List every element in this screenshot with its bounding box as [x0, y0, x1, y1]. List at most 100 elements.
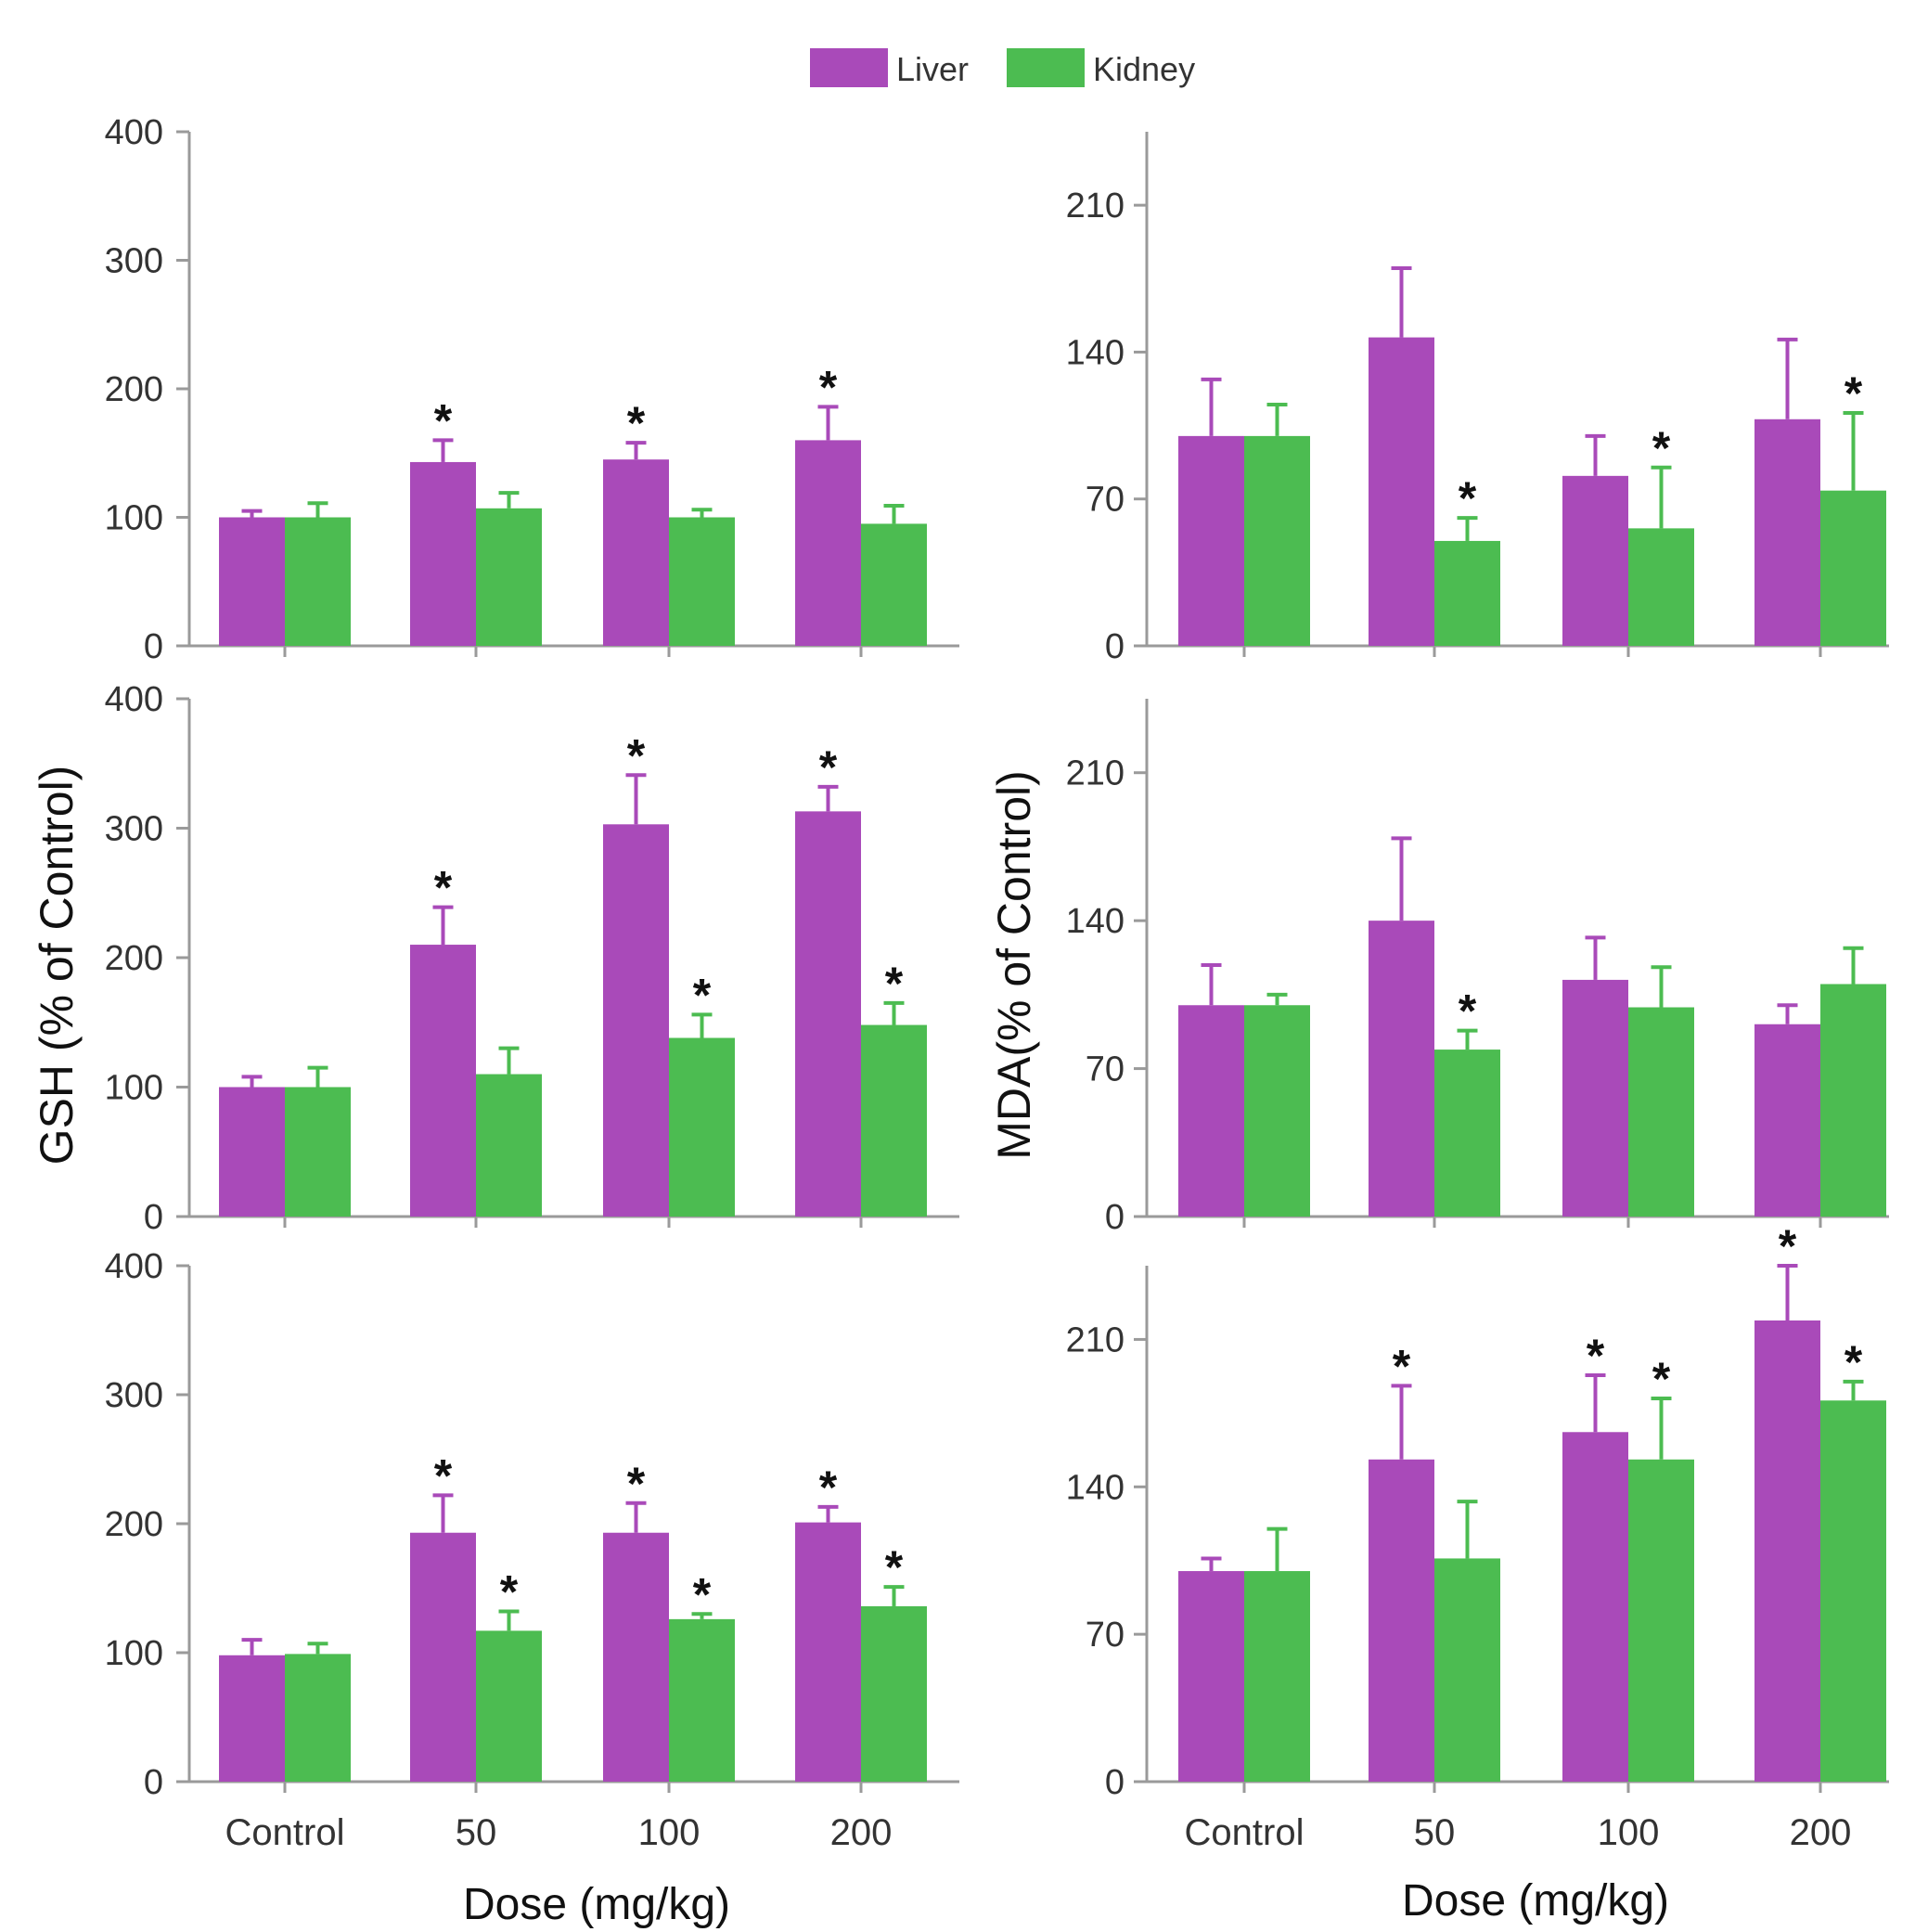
y-tick-label: 0 [1105, 627, 1125, 666]
y-tick-label: 400 [105, 113, 163, 152]
y-tick-label: 0 [1105, 1198, 1125, 1237]
significance-marker: * [1844, 367, 1863, 419]
bar-kidney [669, 1618, 735, 1782]
bar-kidney [861, 1024, 927, 1217]
y-tick-label: 300 [105, 242, 163, 281]
bar-kidney [1628, 1007, 1694, 1217]
bar-kidney [476, 1074, 542, 1217]
x-tick-label: 100 [1598, 1812, 1660, 1853]
y-tick-label: 100 [105, 1634, 163, 1673]
x-tick-label: Control [1185, 1812, 1305, 1853]
y-tick-label: 200 [105, 370, 163, 409]
legend: Liver Kidney [810, 48, 1195, 88]
significance-marker: * [1652, 422, 1671, 474]
bar-kidney [1434, 1050, 1500, 1217]
y-tick-label: 210 [1066, 754, 1125, 793]
y-tick-label: 0 [1105, 1763, 1125, 1802]
significance-marker: * [819, 1462, 838, 1513]
bar-liver [1369, 337, 1434, 646]
bar-liver [410, 461, 476, 646]
y-tick-label: 200 [105, 1505, 163, 1544]
chart-panel-right-3: 0 70 140 210 Control 50 100 200 * * * * * [1066, 1220, 1889, 1853]
significance-marker: * [627, 397, 646, 449]
bar-liver [219, 517, 285, 646]
significance-marker: * [1393, 1340, 1411, 1392]
y-tick-label: 400 [105, 1247, 163, 1286]
bar-kidney [1820, 490, 1886, 646]
bar-liver [603, 459, 669, 646]
significance-marker: * [500, 1566, 519, 1618]
y-tick-label: 200 [105, 939, 163, 978]
x-tick-label: 50 [1414, 1812, 1456, 1853]
y-tick-label: 70 [1086, 1616, 1125, 1655]
legend-label-liver: Liver [896, 50, 969, 88]
significance-marker: * [693, 1568, 712, 1620]
bar-kidney [861, 523, 927, 646]
significance-marker: * [1779, 1220, 1797, 1272]
bar-kidney [1244, 1571, 1310, 1782]
y-tick-label: 400 [105, 680, 163, 719]
legend-label-kidney: Kidney [1093, 50, 1195, 88]
significance-marker: * [627, 729, 646, 781]
bar-kidney [1628, 528, 1694, 646]
y-tick-label: 100 [105, 1069, 163, 1108]
bar-liver [1754, 419, 1820, 646]
x-tick-label: Control [225, 1812, 345, 1853]
bar-liver [1754, 1024, 1820, 1217]
bar-kidney [1434, 540, 1500, 646]
bar-kidney [1244, 435, 1310, 646]
plots-container: 0 100 200 300 400 * * * 0 70 140 210 * * * 0 100 200 300 40… [105, 113, 1889, 1853]
significance-marker: * [434, 394, 453, 446]
significance-marker: * [885, 958, 904, 1010]
y-tick-label: 0 [144, 1198, 163, 1237]
bar-liver [219, 1087, 285, 1217]
x-axis-label-right: Dose (mg/kg) [1402, 1876, 1669, 1926]
significance-marker: * [1587, 1330, 1605, 1382]
bar-kidney [1434, 1558, 1500, 1782]
bar-liver [1178, 1005, 1244, 1217]
bar-kidney [1628, 1459, 1694, 1782]
bar-liver [795, 811, 861, 1217]
chart-panel-left-2: 0 100 200 300 400 * * * * * [105, 680, 959, 1237]
legend-swatch-liver [810, 48, 888, 87]
bar-liver [1562, 475, 1628, 646]
x-tick-label: 200 [1790, 1812, 1852, 1853]
significance-marker: * [627, 1458, 646, 1510]
y-tick-label: 210 [1066, 1320, 1125, 1359]
significance-marker: * [1844, 1336, 1863, 1388]
bar-liver [603, 1532, 669, 1782]
bar-liver [603, 824, 669, 1217]
legend-swatch-kidney [1007, 48, 1085, 87]
y-tick-label: 140 [1066, 1468, 1125, 1507]
bar-kidney [669, 1037, 735, 1217]
x-tick-label: 200 [830, 1812, 893, 1853]
y-tick-label: 0 [144, 1763, 163, 1802]
y-tick-label: 300 [105, 1376, 163, 1415]
chart-panel-left-3: 0 100 200 300 400 Control 50 100 200 * * * * * * [105, 1247, 959, 1853]
chart-panel-right-1: 0 70 140 210 * * * [1066, 132, 1889, 666]
y-axis-label-right: MDA(% of Control) [988, 770, 1040, 1160]
y-tick-label: 100 [105, 499, 163, 538]
bar-kidney [861, 1605, 927, 1782]
bar-liver [1178, 1571, 1244, 1782]
y-tick-label: 210 [1066, 187, 1125, 225]
bar-kidney [285, 1087, 351, 1217]
y-tick-label: 70 [1086, 1050, 1125, 1089]
bar-kidney [285, 1654, 351, 1782]
x-tick-label: 50 [456, 1812, 497, 1853]
bar-liver [219, 1655, 285, 1782]
significance-marker: * [693, 969, 712, 1021]
y-tick-label: 140 [1066, 902, 1125, 941]
bar-liver [1178, 435, 1244, 646]
chart-panel-right-2: 0 70 140 210 * [1066, 699, 1889, 1237]
chart-panel-left-1: 0 100 200 300 400 * * * [105, 113, 959, 666]
bar-liver [1369, 921, 1434, 1217]
bar-kidney [1244, 1005, 1310, 1217]
significance-marker: * [1459, 985, 1477, 1037]
bar-liver [410, 1532, 476, 1782]
bar-liver [795, 440, 861, 646]
significance-marker: * [434, 862, 453, 914]
bar-liver [1369, 1459, 1434, 1782]
y-axis-label-left: GSH (% of Control) [31, 766, 83, 1166]
bar-liver [795, 1522, 861, 1782]
